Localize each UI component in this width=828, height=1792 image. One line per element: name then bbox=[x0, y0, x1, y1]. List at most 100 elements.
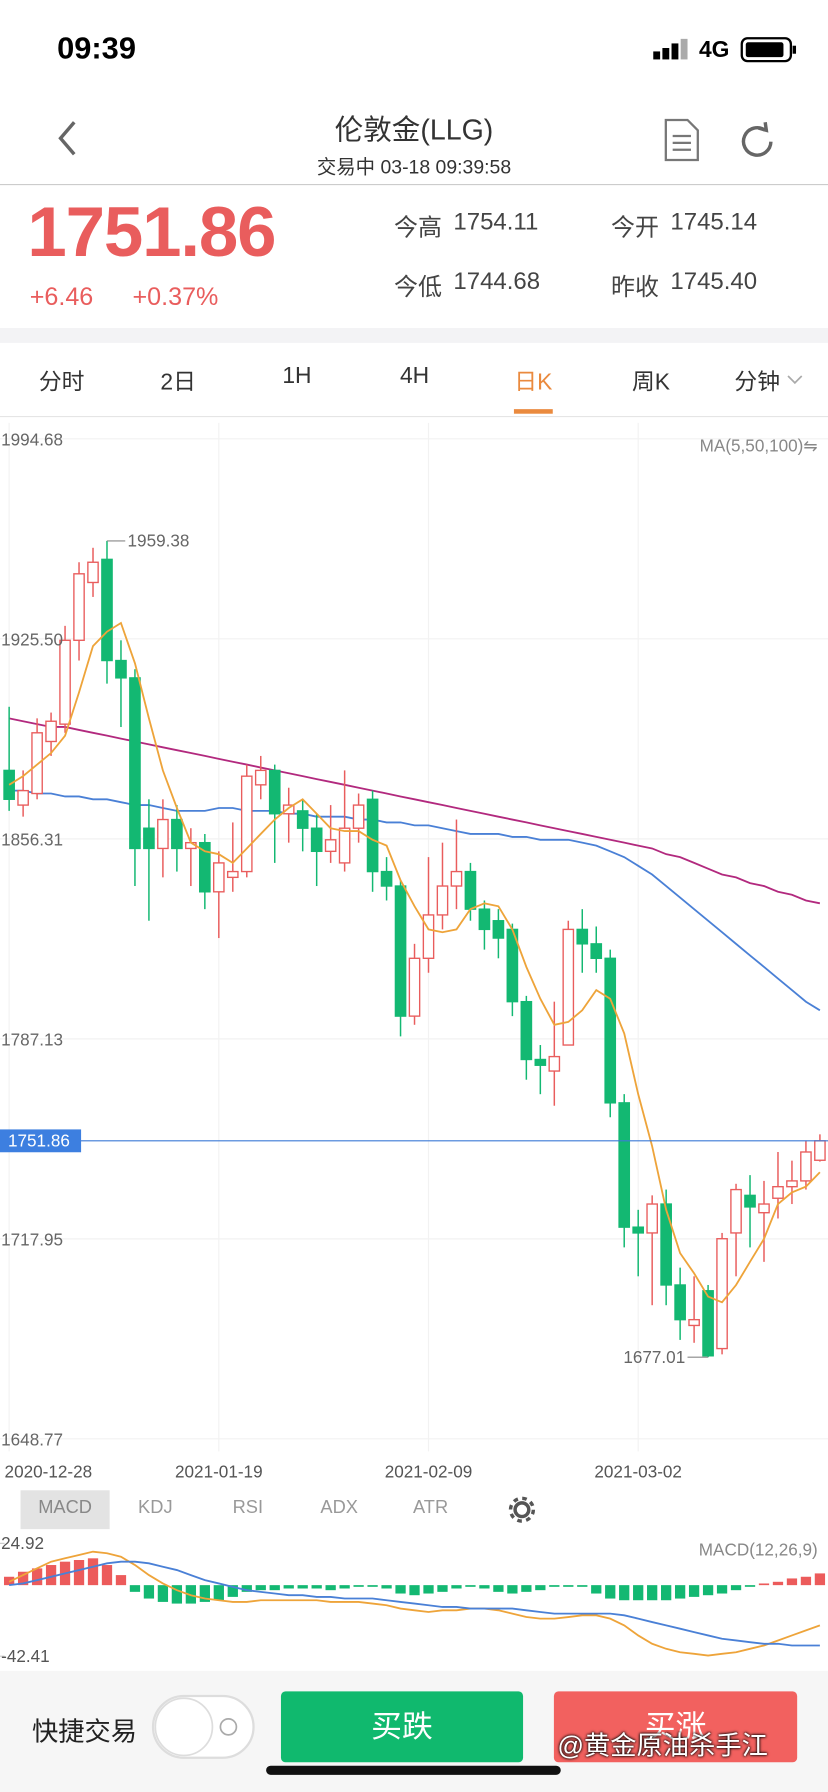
candle-body bbox=[240, 775, 253, 873]
period-tab[interactable]: 日K bbox=[514, 370, 553, 396]
candle-body bbox=[520, 1000, 533, 1061]
period-tab[interactable]: 4H bbox=[399, 363, 430, 389]
candle-body bbox=[212, 862, 225, 893]
indicator-tab[interactable]: RSI bbox=[232, 1498, 264, 1518]
indicator-tab[interactable]: ADX bbox=[320, 1498, 358, 1518]
macd-line bbox=[8, 1550, 821, 1657]
candle-body bbox=[157, 818, 169, 850]
macd-bar bbox=[688, 1585, 700, 1597]
quick-trade-toggle[interactable] bbox=[151, 1694, 256, 1760]
low-label: 1677.01 bbox=[623, 1347, 685, 1367]
kline-chart: 2020-12-28 2021-01-19 2021-02-09 2021-03-02… bbox=[0, 420, 828, 1484]
macd-bar bbox=[730, 1585, 742, 1591]
candle-body bbox=[772, 1185, 784, 1199]
buy-button[interactable]: 买涨 bbox=[553, 1691, 798, 1763]
y-tick-label: 1994.68 bbox=[1, 430, 63, 450]
macd-bar bbox=[521, 1585, 532, 1592]
stat-value: 1745.40 bbox=[670, 268, 758, 295]
candle-body bbox=[59, 639, 71, 725]
macd-bar bbox=[493, 1585, 504, 1592]
period-tab[interactable]: 周K bbox=[631, 370, 671, 396]
macd-bar bbox=[437, 1585, 448, 1592]
macd-bar bbox=[744, 1585, 756, 1587]
period-tab[interactable]: 1H bbox=[282, 363, 312, 389]
candle-body bbox=[814, 1140, 826, 1161]
candle-body bbox=[296, 810, 309, 829]
ma-legend: MA(5,50,100)⇋ bbox=[700, 435, 818, 455]
macd-bar bbox=[45, 1565, 57, 1586]
indicator-tab[interactable]: MACD bbox=[38, 1498, 92, 1518]
macd-bar bbox=[479, 1585, 490, 1589]
macd-bar bbox=[241, 1585, 252, 1592]
candle-body bbox=[380, 870, 393, 887]
x-tick-label: 2020-12-28 bbox=[5, 1462, 93, 1482]
home-indicator bbox=[266, 1765, 561, 1775]
macd-bar bbox=[213, 1585, 224, 1601]
x-tick-label: 2021-02-09 bbox=[385, 1462, 473, 1482]
candle-body bbox=[534, 1058, 547, 1066]
macd-bar bbox=[772, 1581, 784, 1586]
macd-bar bbox=[423, 1585, 434, 1594]
candle-body bbox=[226, 870, 239, 879]
stat-label: 昨收 bbox=[611, 274, 659, 301]
candle-body bbox=[366, 798, 379, 873]
macd-bar bbox=[283, 1585, 294, 1589]
macd-bar bbox=[465, 1585, 476, 1587]
candle-body bbox=[171, 818, 183, 850]
refresh-button[interactable] bbox=[738, 121, 779, 162]
candle-body bbox=[394, 885, 407, 1017]
period-tab[interactable]: 2日 bbox=[160, 370, 196, 396]
indicator-tab-bg bbox=[20, 1490, 110, 1530]
y-tick-label: 1648.77 bbox=[1, 1430, 63, 1450]
dropdown-icon[interactable] bbox=[786, 373, 804, 387]
divider bbox=[0, 184, 828, 186]
y-tick-label: 1717.95 bbox=[1, 1230, 63, 1250]
macd-bar bbox=[297, 1585, 308, 1589]
sell-button[interactable]: 买跌 bbox=[280, 1691, 524, 1763]
macd-bar bbox=[800, 1576, 812, 1586]
stat-label: 今开 bbox=[611, 214, 659, 242]
candle-body bbox=[744, 1194, 756, 1208]
macd-bar bbox=[73, 1560, 85, 1586]
candle-body bbox=[660, 1203, 672, 1286]
candle-body bbox=[576, 928, 589, 945]
stat-value: 1745.14 bbox=[670, 209, 758, 236]
back-button[interactable] bbox=[51, 118, 85, 159]
macd-bar bbox=[255, 1585, 266, 1591]
doc-button[interactable] bbox=[662, 118, 701, 164]
candle-body bbox=[422, 914, 435, 959]
macd-bar bbox=[661, 1585, 672, 1601]
battery-icon bbox=[740, 37, 797, 63]
separator bbox=[0, 328, 828, 343]
candle-body bbox=[310, 827, 323, 853]
network-label: 4G bbox=[698, 37, 730, 63]
macd-bar bbox=[353, 1585, 364, 1587]
period-tab[interactable]: 分钟 bbox=[734, 370, 781, 396]
quote-price: 1751.86 bbox=[27, 193, 276, 273]
candle-body bbox=[436, 885, 449, 916]
candle-body bbox=[73, 573, 85, 641]
macd-bar bbox=[115, 1575, 127, 1586]
x-tick-label: 2021-03-02 bbox=[594, 1462, 682, 1482]
macd-bar bbox=[814, 1573, 826, 1586]
macd-bar bbox=[171, 1585, 183, 1604]
macd-bar bbox=[17, 1571, 29, 1586]
macd-bar bbox=[381, 1585, 392, 1589]
header-title: 伦敦金(LLG) bbox=[334, 114, 494, 147]
macd-bar bbox=[507, 1585, 518, 1594]
macd-bar bbox=[633, 1585, 644, 1601]
last-price-box bbox=[0, 1129, 82, 1153]
high-label: 1959.38 bbox=[128, 531, 190, 551]
indicator-tab[interactable]: ATR bbox=[412, 1498, 449, 1518]
indicator-tab[interactable]: KDJ bbox=[138, 1498, 173, 1518]
macd-bar bbox=[409, 1585, 420, 1596]
macd-bar bbox=[674, 1585, 686, 1599]
quick-trade-label: 快捷交易 bbox=[31, 1716, 138, 1747]
macd-bar bbox=[325, 1585, 336, 1591]
candle-body bbox=[408, 957, 421, 1017]
candle-body bbox=[674, 1284, 686, 1321]
period-tab[interactable]: 分时 bbox=[38, 370, 85, 396]
settings-button[interactable] bbox=[507, 1495, 537, 1525]
y-tick-label: 24.92 bbox=[1, 1533, 44, 1553]
